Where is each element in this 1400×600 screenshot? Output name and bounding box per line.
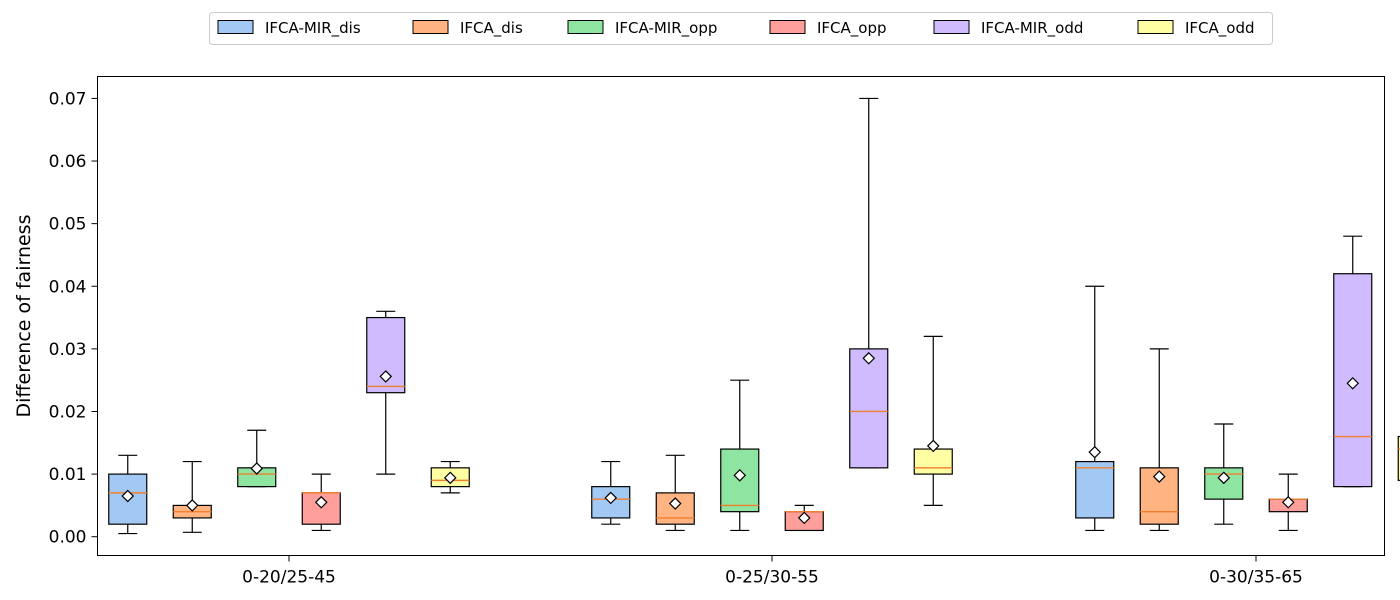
box-body [1397,435,1400,481]
box-IFCA_odd-1 [430,460,470,494]
box-IFCA-MIR_odd-2 [849,97,889,469]
box-body [108,473,148,525]
legend-label: IFCA_opp [817,19,887,38]
box-IFCA-MIR_opp-3 [1204,423,1244,525]
box-IFCA-MIR_odd-3 [1333,235,1373,488]
y-tick-label: 0.05 [49,215,87,235]
legend-swatch [1137,20,1174,34]
box-IFCA_dis-2 [655,454,695,532]
legend-item-IFCA_dis: IFCA_dis [412,19,523,38]
y-tick-label: 0.02 [49,402,87,422]
mean-marker [314,495,328,509]
legend-swatch [217,20,254,34]
y-tick-label: 0.00 [49,528,87,548]
mean-marker [1346,376,1360,390]
x-axis: 0-20/25-45 0-25/30-55 0-30/35-65 [242,555,1303,588]
legend-swatch [412,20,449,34]
legend-item-IFCA_opp: IFCA_opp [769,19,887,38]
y-axis-label: Difference of fairness [13,215,35,418]
box-IFCA-MIR_opp-2 [720,379,760,532]
mean-marker [797,511,811,525]
box-IFCA_dis-3 [1139,348,1179,532]
box-IFCA_odd-2 [913,335,953,507]
y-axis: 0.00 0.01 0.02 0.03 0.04 0.05 0.06 0.07 [49,89,98,548]
mean-marker [1152,470,1166,483]
mean-marker [121,489,135,503]
box-IFCA-MIR_opp-1 [237,429,277,488]
legend-swatch [769,20,806,34]
y-tick-label: 0.07 [49,89,87,109]
mean-marker [1217,471,1231,485]
box-IFCA-MIR_dis-2 [591,460,631,525]
legend-label: IFCA_odd [1185,19,1255,38]
x-tick-label: 0-20/25-45 [242,568,336,588]
box-IFCA-MIR_dis-3 [1075,285,1115,532]
mean-marker [926,439,940,453]
legend-frame [209,12,1273,45]
plot-frame [97,76,1385,556]
legend-label: IFCA-MIR_odd [981,19,1083,38]
box-IFCA_odd-3 [1397,435,1400,481]
x-tick-label: 0-25/30-55 [725,568,819,588]
y-tick-label: 0.06 [49,152,87,172]
mean-marker [862,351,876,365]
legend: IFCA-MIR_dis IFCA_dis IFCA-MIR_opp IFCA_opp… [209,12,1273,45]
legend-item-IFCA_odd: IFCA_odd [1137,19,1255,38]
mean-marker [185,499,199,512]
box-IFCA-MIR_odd-1 [366,310,406,475]
box-body [720,448,760,513]
mean-marker [604,491,618,505]
plot-area [108,97,1400,535]
legend-label: IFCA-MIR_dis [265,19,361,38]
box-body [1075,460,1115,519]
legend-item-IFCA-MIR_dis: IFCA-MIR_dis [217,19,361,38]
mean-marker [250,462,264,475]
box-IFCA-MIR_dis-1 [108,454,148,535]
mean-marker [1088,445,1102,459]
x-tick-label: 0-30/35-65 [1209,568,1303,588]
legend-swatch [933,20,970,34]
mean-marker [733,469,747,482]
box-IFCA_dis-1 [172,460,212,533]
box-body [913,448,953,475]
legend-item-IFCA-MIR_odd: IFCA-MIR_odd [933,19,1083,38]
y-tick-label: 0.01 [49,465,87,485]
y-tick-label: 0.03 [49,340,87,360]
mean-marker [379,370,393,383]
mean-marker [1281,495,1295,509]
box-IFCA_opp-1 [301,473,341,532]
box-IFCA_opp-2 [784,504,824,532]
box-body [849,348,889,469]
legend-label: IFCA-MIR_opp [615,19,717,38]
box-IFCA_opp-3 [1268,473,1308,532]
y-tick-label: 0.04 [49,277,87,297]
legend-label: IFCA_dis [460,19,523,38]
mean-marker [668,497,682,510]
mean-marker [443,471,457,485]
legend-item-IFCA-MIR_opp: IFCA-MIR_opp [567,19,717,38]
legend-swatch [567,20,604,34]
